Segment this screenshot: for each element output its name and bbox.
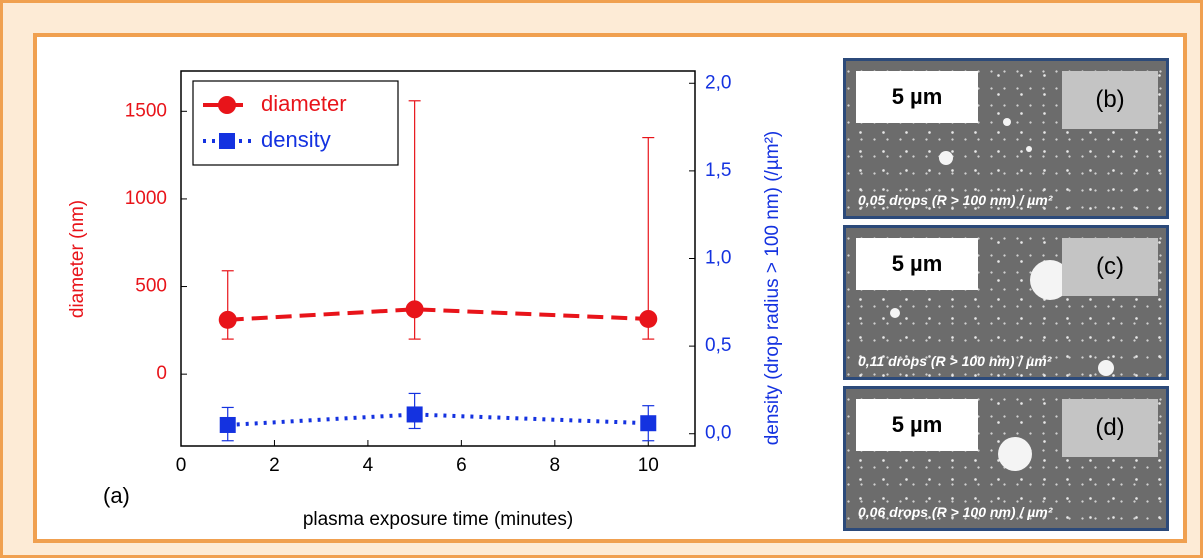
legend-box [192,80,399,166]
scale-bar: 5 µm [856,399,978,451]
x-tick-label: 0 [176,455,187,476]
series-line [227,412,649,427]
y2-tick-label: 1,0 [705,248,731,269]
y-tick-label: 500 [135,276,167,297]
legend-label: density [261,127,331,152]
y2-tick-label: 2,0 [705,72,731,93]
sem-image: 5 µm (d) 0,06 drops (R > 100 nm) / µm² [843,386,1169,531]
x-axis-label: plasma exposure time (minutes) [303,509,573,530]
marker [406,406,423,423]
scale-bar: 5 µm [856,238,978,290]
legend-marker [219,133,235,149]
sem-image: 5 µm (b) 0,05 drops (R > 100 nm) / µm² [843,58,1169,219]
marker [218,310,237,329]
y-tick-label: 0 [156,363,167,384]
marker [405,300,424,319]
x-tick-label: 10 [638,455,659,476]
y2-axis-label: density (drop radius > 100 nm) (/µm²) [762,131,783,446]
x-tick-label: 2 [269,455,280,476]
panel-caption: 0,06 drops (R > 100 nm) / µm² [858,504,1053,520]
chart: diameter (nm) density (drop radius > 100… [67,70,783,530]
x-tick-label: 4 [363,455,374,476]
panel-label: (d) [1062,399,1158,457]
y2-tick-label: 1,5 [705,160,731,181]
y-tick-label: 1000 [125,188,167,209]
marker [640,415,657,432]
panel-caption: 0,11 drops (R > 100 nm) / µm² [858,353,1052,369]
y2-tick-label: 0,0 [705,423,731,444]
x-tick-label: 8 [550,455,561,476]
scale-bar: 5 µm [856,71,978,123]
y-tick-label: 1500 [125,100,167,121]
y-axis-label: diameter (nm) [67,200,88,318]
x-tick-label: 6 [456,455,467,476]
series-line [227,307,649,322]
sem-image: 5 µm (c) 0,11 drops (R > 100 nm) / µm² [843,225,1169,380]
marker [219,416,236,433]
y2-tick-label: 0,5 [705,335,731,356]
legend-label: diameter [261,91,347,116]
panel-label: (c) [1062,238,1158,296]
panel-label: (b) [1062,71,1158,129]
annotation: (a) [103,483,130,508]
panel-caption: 0,05 drops (R > 100 nm) / µm² [858,192,1053,208]
marker [639,309,658,328]
legend-marker [218,96,236,114]
